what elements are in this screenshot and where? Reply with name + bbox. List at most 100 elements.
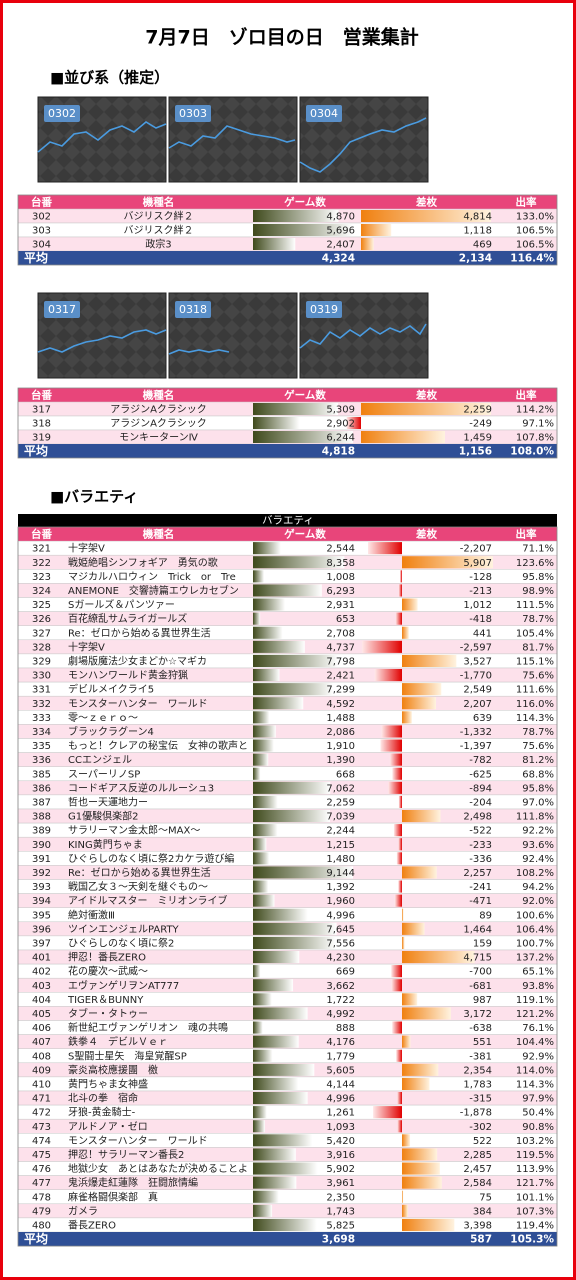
column-header: 差枚 — [416, 528, 437, 541]
machine-number: 390 — [32, 840, 51, 851]
average-row — [18, 1232, 557, 1247]
table-border — [17, 387, 558, 459]
machine-name: 地獄少女 あとはあなたが決めることよ — [68, 1162, 248, 1175]
coin-diff: -128 — [469, 572, 492, 583]
machine-name: 番長ZERO — [68, 1219, 116, 1231]
games-bar — [253, 711, 270, 724]
payout-rate: 123.6% — [516, 558, 554, 569]
diff-bar — [361, 431, 445, 443]
games-bar — [253, 542, 281, 555]
payout-rate: 92.0% — [522, 896, 554, 907]
games-bar — [253, 556, 345, 569]
game-count: 5,420 — [326, 1136, 355, 1147]
machine-number: 396 — [32, 924, 51, 935]
payout-rate: 114.3% — [516, 713, 554, 724]
diff-bar — [402, 556, 493, 569]
graph-label: 0319 — [310, 303, 338, 316]
coin-diff: 2,285 — [463, 1150, 492, 1161]
machine-number: 393 — [32, 882, 51, 893]
payout-rate: 104.4% — [516, 1037, 554, 1048]
games-bar — [253, 417, 300, 429]
game-count: 4,230 — [326, 953, 355, 964]
game-count: 4,996 — [326, 1094, 355, 1105]
coin-diff: 639 — [473, 713, 492, 724]
coin-diff: -471 — [469, 896, 492, 907]
coin-diff: 551 — [473, 1037, 492, 1048]
machine-number: 479 — [32, 1206, 51, 1217]
games-bar — [253, 880, 269, 893]
machine-name: G1優駿倶楽部2 — [68, 810, 138, 823]
payout-rate: 111.8% — [516, 812, 554, 823]
machine-name: TIGER＆BUNNY — [67, 995, 144, 1006]
diff-bar — [397, 1092, 402, 1105]
machine-name: モンスターハンター ワールド — [68, 1135, 208, 1147]
diff-bar — [391, 979, 402, 992]
graph-line — [37, 329, 167, 353]
game-count: 7,299 — [326, 685, 355, 696]
game-count: 2,350 — [326, 1192, 355, 1203]
games-bar — [253, 1204, 273, 1217]
diff-bar — [397, 1120, 402, 1133]
column-header: 台番 — [31, 196, 52, 209]
coin-diff: -681 — [469, 981, 492, 992]
column-header: 台番 — [31, 389, 52, 402]
game-count: 2,931 — [326, 600, 355, 611]
diff-bar — [402, 1134, 411, 1147]
games-bar — [253, 810, 330, 823]
coin-diff: 2,257 — [463, 868, 492, 879]
diff-bar — [361, 238, 374, 250]
average-row — [18, 444, 557, 458]
payout-rate: 100.6% — [516, 910, 554, 921]
game-count: 4,870 — [326, 212, 355, 223]
column-header: 出率 — [516, 528, 537, 541]
average-label: 平均 — [24, 250, 48, 265]
game-count: 669 — [336, 967, 355, 978]
machine-number: 330 — [32, 671, 51, 682]
coin-diff: -522 — [469, 826, 492, 837]
games-bar — [253, 852, 270, 865]
graph-line — [37, 121, 167, 153]
machine-name: モンキーターンⅣ — [119, 432, 198, 444]
coin-diff: -381 — [469, 1051, 492, 1062]
machine-name: アラジンAクラシック — [110, 418, 206, 430]
game-count: 1,722 — [326, 995, 355, 1006]
coin-diff: 1,459 — [463, 433, 492, 444]
payout-rate: 100.7% — [516, 938, 554, 949]
machine-name: エヴァンゲリヲンAT777 — [68, 979, 179, 992]
graph-label-box — [306, 301, 342, 318]
diff-bar — [402, 683, 442, 696]
coin-diff: 2,259 — [463, 405, 492, 416]
machine-name: マジカルハロウィン Trick or Tre — [68, 571, 236, 583]
machine-name: 麻雀格闘倶楽部 真 — [68, 1190, 158, 1203]
game-count: 1,261 — [326, 1108, 355, 1119]
coin-diff: 2,584 — [463, 1178, 492, 1189]
machine-name: サラリーマン金太郎～MAX～ — [68, 824, 200, 837]
machine-name: スーパーリノSP — [68, 768, 140, 780]
payout-rate: 121.2% — [516, 1009, 554, 1020]
payout-rate: 121.7% — [516, 1178, 554, 1189]
games-bar — [253, 1049, 273, 1062]
games-bar — [253, 1007, 308, 1020]
diff-bar — [398, 838, 402, 851]
games-bar — [253, 725, 276, 738]
game-count: 3,662 — [326, 981, 355, 992]
graph-label: 0303 — [179, 107, 207, 120]
machine-number: 475 — [32, 1150, 51, 1161]
average-games: 4,324 — [322, 253, 355, 265]
payout-rate: 93.8% — [522, 981, 554, 992]
game-count: 3,961 — [326, 1178, 355, 1189]
game-count: 1,008 — [326, 572, 355, 583]
diff-bar — [393, 824, 402, 837]
game-count: 668 — [336, 769, 355, 780]
game-count: 7,556 — [326, 938, 355, 949]
diff-bar — [389, 753, 402, 766]
machine-name: 戦国乙女３～天剣を継ぐもの～ — [68, 880, 208, 893]
machine-number: 405 — [32, 1009, 51, 1020]
machine-number: 474 — [32, 1136, 51, 1147]
payout-rate: 76.1% — [522, 1023, 554, 1034]
machine-number: 480 — [32, 1220, 51, 1231]
machine-number: 385 — [32, 769, 51, 780]
payout-rate: 92.2% — [522, 826, 554, 837]
graph-label-box — [175, 301, 211, 318]
payout-rate: 114.0% — [516, 1065, 554, 1076]
